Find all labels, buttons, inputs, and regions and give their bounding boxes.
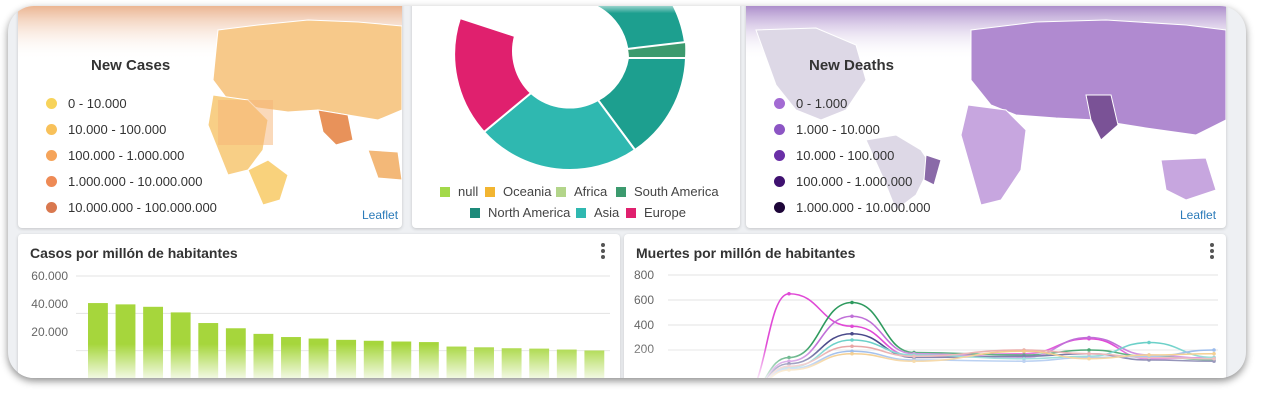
map-legend-title: New Deaths — [809, 57, 895, 74]
legend-swatch — [774, 176, 785, 187]
new-deaths-map-card[interactable]: New Deaths 0 - 1.000 1.000 - 10.000 10.0… — [746, 6, 1226, 228]
legend-swatch — [576, 207, 586, 218]
legend-item: 0 - 1.000 — [774, 96, 847, 111]
legend-item[interactable]: South America — [616, 184, 719, 199]
data-point[interactable] — [850, 314, 854, 319]
continents-donut-card: null Oceania Africa South America North … — [412, 6, 740, 228]
data-point[interactable] — [787, 291, 791, 296]
legend-item: 10.000 - 100.000 — [774, 148, 894, 163]
y-tick-label: 20.000 — [31, 325, 68, 339]
legend-item: 100.000 - 1.000.000 — [774, 174, 912, 189]
kebab-menu-icon[interactable] — [601, 243, 605, 261]
legend-swatch — [46, 202, 57, 213]
legend-swatch — [46, 98, 57, 109]
data-point[interactable] — [1147, 340, 1151, 345]
panel-title: Muertes por millón de habitantes — [636, 245, 856, 261]
legend-item[interactable]: Africa — [556, 184, 607, 199]
deaths-per-million-card: Muertes por millón de habitantes 800 600… — [624, 234, 1226, 378]
y-tick-label: 800 — [633, 268, 654, 282]
y-tick-label: 600 — [633, 293, 654, 307]
legend-swatch — [626, 207, 636, 218]
legend-swatch — [774, 150, 785, 161]
legend-item: 1.000.000 - 10.000.000 — [774, 200, 930, 215]
data-point[interactable] — [1087, 335, 1091, 340]
legend-item[interactable]: North America — [470, 205, 570, 220]
legend-item[interactable]: Europe — [626, 205, 686, 220]
legend-swatch — [46, 150, 57, 161]
legend-swatch — [556, 186, 566, 197]
legend-swatch — [774, 98, 785, 109]
legend-swatch — [774, 124, 785, 135]
legend-swatch — [470, 207, 480, 218]
legend-swatch — [46, 124, 57, 135]
cases-per-million-card: Casos por millón de habitantes 60.000 40… — [18, 234, 620, 378]
legend-item: 1.000.000 - 10.000.000 — [46, 174, 202, 189]
legend-item[interactable]: null — [440, 184, 478, 199]
slice-asia[interactable] — [482, 91, 637, 172]
legend-item[interactable]: Asia — [576, 205, 619, 220]
legend-swatch — [616, 186, 626, 197]
dashboard-frame: New Cases 0 - 10.000 10.000 - 100.000 10… — [8, 6, 1246, 378]
bottom-fade — [18, 344, 620, 378]
legend-item: 100.000 - 1.000.000 — [46, 148, 184, 163]
legend-swatch — [485, 186, 495, 197]
new-cases-map-card[interactable]: New Cases 0 - 10.000 10.000 - 100.000 10… — [18, 6, 402, 228]
data-point[interactable] — [850, 324, 854, 329]
leaflet-attribution-link[interactable]: Leaflet — [1180, 208, 1217, 222]
new-deaths-map[interactable] — [746, 6, 1226, 228]
y-tick-label: 40.000 — [31, 297, 68, 311]
bottom-fade — [624, 344, 1226, 378]
legend-item[interactable]: Oceania — [485, 184, 551, 199]
continents-donut-chart[interactable] — [412, 6, 740, 228]
y-tick-label: 60.000 — [31, 269, 68, 283]
legend-swatch — [774, 202, 785, 213]
y-tick-label: 400 — [633, 318, 654, 332]
data-point[interactable] — [850, 300, 854, 305]
legend-item: 10.000 - 100.000 — [46, 122, 166, 137]
legend-swatch — [440, 186, 450, 197]
legend-item: 1.000 - 10.000 — [774, 122, 880, 137]
map-legend-title: New Cases — [91, 57, 171, 74]
data-point[interactable] — [850, 331, 854, 336]
new-cases-map[interactable] — [18, 6, 402, 228]
data-point[interactable] — [850, 338, 854, 342]
legend-item: 0 - 10.000 — [46, 96, 127, 111]
leaflet-attribution-link[interactable]: Leaflet — [362, 208, 399, 222]
legend-item: 10.000.000 - 100.000.000 — [46, 200, 217, 215]
kebab-menu-icon[interactable] — [1210, 243, 1214, 261]
panel-title: Casos por millón de habitantes — [30, 245, 238, 261]
legend-swatch — [46, 176, 57, 187]
